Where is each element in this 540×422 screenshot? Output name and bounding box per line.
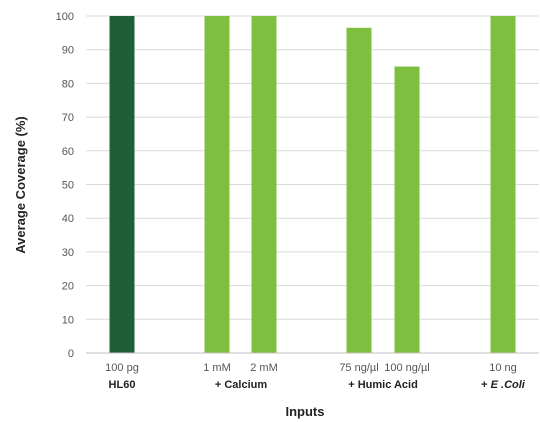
bar <box>109 16 135 353</box>
y-tick-label: 0 <box>68 348 74 360</box>
group-name: Humic Acid <box>358 379 418 391</box>
y-axis-title: Average Coverage (%) <box>13 116 28 254</box>
x-tick-label: 100 ng/µl <box>384 362 429 374</box>
y-tick-label: 50 <box>62 180 74 192</box>
x-axis-title: Inputs <box>286 404 325 419</box>
group-name: HL60 <box>109 379 136 391</box>
x-tick-label: 2 mM <box>250 362 278 374</box>
bar <box>490 16 516 353</box>
y-tick-label: 60 <box>62 146 74 158</box>
group-prefix: + <box>481 379 490 391</box>
x-group-label: HL60 <box>109 379 136 391</box>
bar <box>251 16 277 353</box>
group-prefix: + <box>348 379 357 391</box>
label-layer: 0 10 20 30 40 50 60 70 80 90 100 100 pg 1 mM 2 mM 75 n… <box>56 11 526 391</box>
y-tick-label: 10 <box>62 314 74 326</box>
group-prefix: + <box>215 379 224 391</box>
bar <box>394 66 420 354</box>
x-tick-label: 100 pg <box>105 362 139 374</box>
y-tick-label: 80 <box>62 78 74 90</box>
x-group-label: + E .Coli <box>481 379 526 391</box>
grid-layer <box>86 15 539 320</box>
y-tick-label: 30 <box>62 247 74 259</box>
y-tick-label: 20 <box>62 281 74 293</box>
x-tick-label: 75 ng/µl <box>339 362 378 374</box>
bar <box>204 16 230 353</box>
y-tick-label: 70 <box>62 112 74 124</box>
y-tick-label: 100 <box>56 11 74 23</box>
y-tick-label: 40 <box>62 213 74 225</box>
bar <box>346 27 372 353</box>
y-tick-label: 90 <box>62 45 74 57</box>
x-group-label: + Humic Acid <box>348 379 418 391</box>
bar-layer <box>109 16 516 354</box>
group-name: E .Coli <box>491 379 526 391</box>
x-group-label: + Calcium <box>215 379 267 391</box>
group-name: Calcium <box>224 379 267 391</box>
x-tick-label: 10 ng <box>489 362 517 374</box>
x-tick-label: 1 mM <box>203 362 231 374</box>
